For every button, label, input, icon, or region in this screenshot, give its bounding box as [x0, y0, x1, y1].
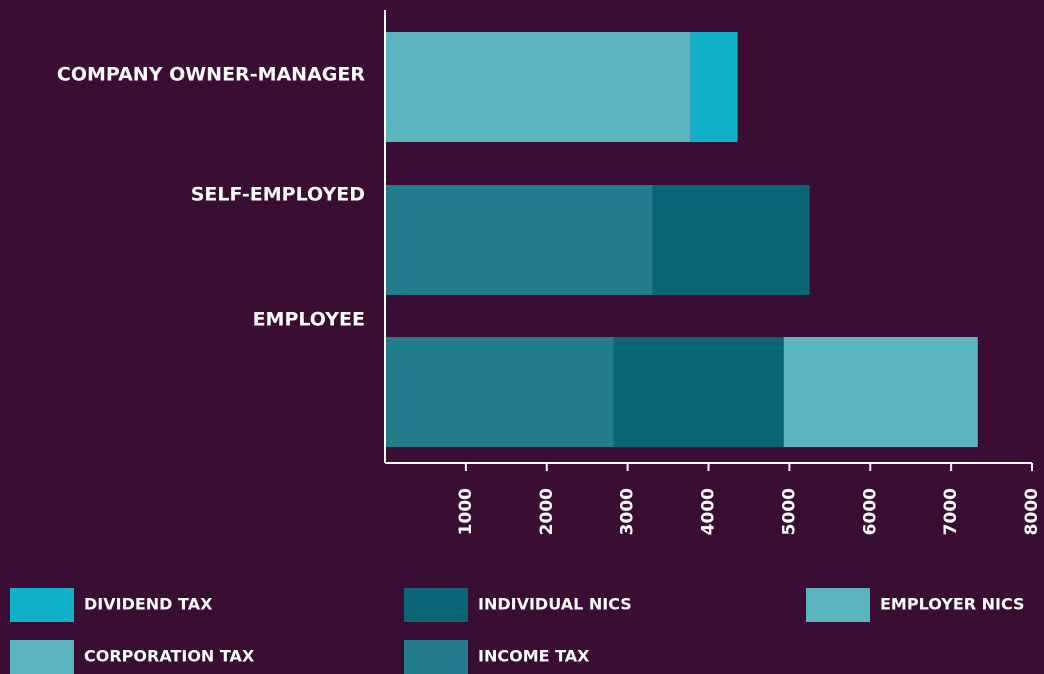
legend-label: INDIVIDUAL NICS: [478, 595, 632, 614]
category-label: COMPANY OWNER-MANAGER: [57, 64, 365, 86]
x-tick-label: 3000: [618, 488, 638, 535]
x-tick-label: 6000: [860, 488, 880, 535]
legend-swatch: [10, 640, 74, 674]
bar-segment: [783, 337, 978, 447]
x-tick-label: 4000: [699, 488, 719, 535]
bar-segment: [613, 337, 784, 447]
legend-label: DIVIDEND TAX: [84, 595, 213, 614]
legend-swatch: [10, 588, 74, 622]
bar-segment: [385, 185, 653, 295]
legend-swatch: [806, 588, 870, 622]
legend-swatch: [404, 588, 468, 622]
bar-segment: [652, 185, 810, 295]
category-label: EMPLOYEE: [253, 309, 365, 331]
x-tick-label: 1000: [456, 488, 476, 535]
x-tick-label: 5000: [779, 488, 799, 535]
x-tick-label: 7000: [941, 488, 961, 535]
x-tick-label: 8000: [1022, 488, 1042, 535]
bars: [385, 32, 978, 447]
x-tick-label: 2000: [537, 488, 557, 535]
bar-segment: [690, 32, 738, 142]
legend-label: EMPLOYER NICS: [880, 595, 1025, 614]
category-label: SELF-EMPLOYED: [191, 184, 365, 206]
bar-segment: [385, 337, 614, 447]
bar-segment: [385, 32, 691, 142]
legend-label: CORPORATION TAX: [84, 647, 255, 666]
legend-swatch: [404, 640, 468, 674]
legend-label: INCOME TAX: [478, 647, 590, 666]
